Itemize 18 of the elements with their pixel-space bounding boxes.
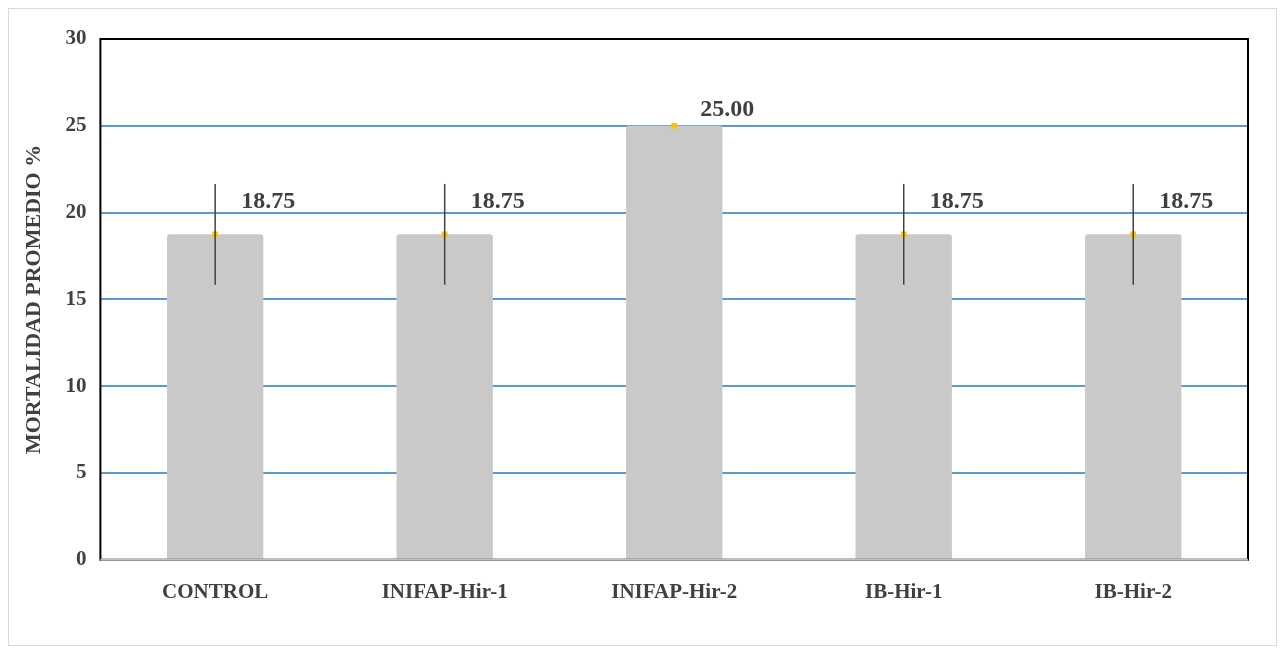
x-tick-label: CONTROL — [162, 578, 269, 603]
x-tick-label: INIFAP-Hir-2 — [611, 578, 738, 603]
y-axis-title: MORTALIDAD PROMEDIO % — [19, 144, 45, 455]
data-label: 18.75 — [929, 187, 984, 214]
y-tick-label: 5 — [75, 459, 87, 484]
y-tick-label: 25 — [65, 112, 87, 137]
x-tick-label: INIFAP-Hir-1 — [381, 578, 508, 603]
x-tick-label: IB-Hir-1 — [865, 578, 943, 603]
data-label: 18.75 — [470, 187, 525, 214]
data-label: 18.75 — [1159, 187, 1214, 214]
y-tick-label: 20 — [65, 199, 87, 224]
data-label: 25.00 — [700, 95, 755, 121]
y-tick-label: 10 — [65, 372, 87, 397]
x-tick-label: IB-Hir-2 — [1094, 578, 1172, 603]
y-tick-label: 0 — [75, 546, 87, 571]
y-tick-label: 15 — [65, 285, 87, 310]
data-label: 18.75 — [241, 187, 296, 214]
y-tick-label: 30 — [65, 25, 87, 50]
